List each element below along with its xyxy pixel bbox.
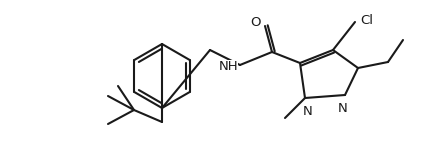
Text: O: O <box>250 16 261 29</box>
Text: NH: NH <box>218 60 238 73</box>
Text: N: N <box>338 102 348 115</box>
Text: N: N <box>303 105 313 118</box>
Text: Cl: Cl <box>360 13 373 27</box>
